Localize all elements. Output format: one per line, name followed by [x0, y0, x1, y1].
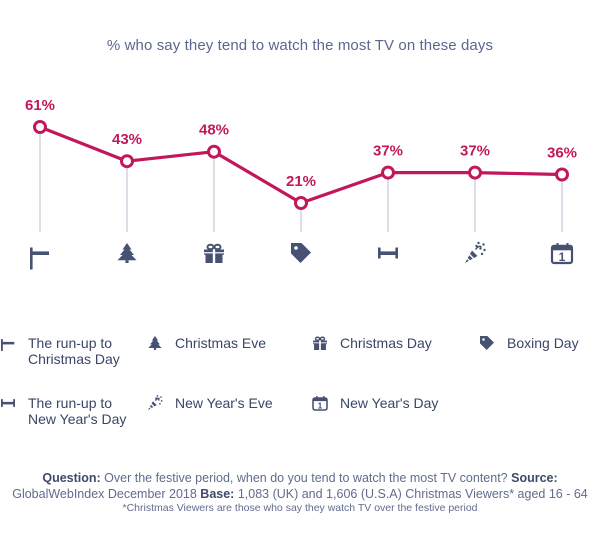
data-label: 48%	[199, 122, 229, 139]
question-text: Over the festive period, when do you ten…	[100, 471, 512, 485]
tag-icon	[480, 336, 494, 350]
legend-item: Boxing Day	[479, 335, 579, 351]
runup-christmas-icon	[30, 247, 49, 270]
gift-icon	[313, 336, 327, 350]
base-label: Base:	[200, 487, 235, 501]
legend-item: The run-up to Christmas Day	[0, 335, 138, 367]
gift-icon	[204, 243, 224, 263]
legend-label: Boxing Day	[507, 335, 579, 351]
data-label: 37%	[373, 143, 403, 160]
data-label: 61%	[25, 97, 55, 114]
legend-label: New Year's Eve	[175, 395, 273, 411]
footer-note: *Christmas Viewers are those who say the…	[122, 502, 478, 514]
calendar-icon: 1	[550, 243, 574, 265]
data-label: 21%	[286, 173, 316, 190]
question-label: Question:	[42, 471, 101, 485]
data-label: 37%	[460, 143, 490, 160]
data-point[interactable]	[381, 165, 395, 180]
legend-label: Christmas Eve	[175, 335, 267, 351]
data-point[interactable]	[468, 165, 482, 180]
legend-label: The run-up to New Year's Day	[28, 395, 127, 427]
tag-icon	[291, 243, 311, 263]
tree-icon	[117, 243, 137, 263]
base-text: 1,083 (UK) and 1,606 (U.S.A) Christmas V…	[234, 487, 588, 501]
runup-newyear-icon	[1, 399, 15, 407]
legend-item: The run-up to New Year's Day	[0, 395, 138, 427]
legend-item: Christmas Day	[312, 335, 432, 351]
legend-item: New Year's Eve	[147, 395, 273, 411]
data-point[interactable]	[294, 196, 308, 210]
calendar-icon: 1	[312, 396, 328, 411]
tree-icon	[148, 336, 162, 350]
data-point[interactable]	[33, 120, 47, 134]
data-point[interactable]	[555, 167, 569, 182]
source-text: GlobalWebIndex December 2018	[12, 487, 201, 501]
line-chart: 61% 43% 48% 21% 37% 37% 36% 1	[25, 97, 577, 270]
data-point[interactable]	[120, 154, 134, 169]
runup-christmas-icon	[1, 339, 15, 351]
data-label: 36%	[547, 145, 577, 162]
legend-item: Christmas Eve	[147, 335, 266, 351]
legend-label: New Year's Day	[340, 395, 439, 411]
party-popper-icon	[148, 395, 163, 410]
runup-newyear-icon	[378, 247, 398, 259]
data-point[interactable]	[207, 144, 221, 159]
legend-label: The run-up to Christmas Day	[28, 335, 120, 367]
legend-label: Christmas Day	[340, 335, 432, 351]
svg-text:1: 1	[318, 401, 323, 411]
data-label: 43%	[112, 131, 142, 148]
svg-text:1: 1	[559, 250, 566, 264]
source-label: Source:	[511, 471, 558, 485]
party-popper-icon	[465, 241, 486, 263]
chart-title: % who say they tend to watch the most TV…	[106, 37, 494, 54]
footer-question: Question: Over the festive period, when …	[0, 470, 600, 502]
legend-item: 1 New Year's Day	[312, 395, 438, 411]
